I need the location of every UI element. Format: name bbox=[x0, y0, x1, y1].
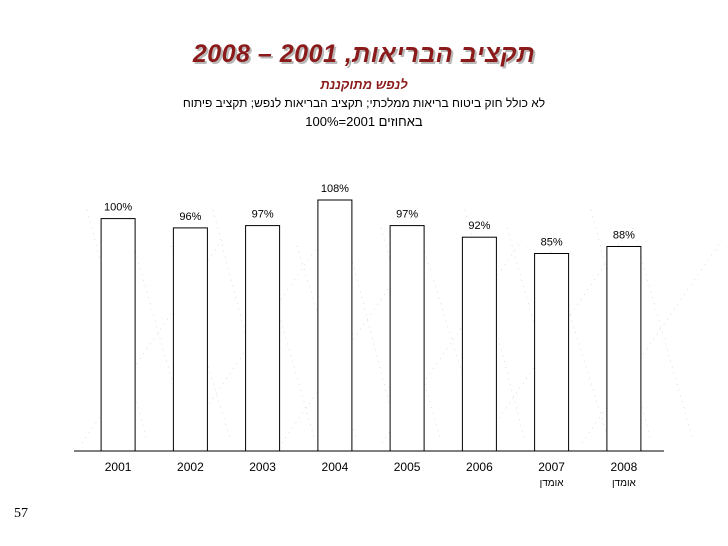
x-tick-2003: 2003 bbox=[249, 460, 276, 474]
x-tick-2005: 2005 bbox=[394, 460, 421, 474]
bar-2003 bbox=[245, 225, 281, 452]
bar-2007 bbox=[534, 253, 570, 452]
slide-number: 57 bbox=[14, 506, 28, 521]
x-sublabel-2007: אומדן bbox=[540, 478, 565, 489]
bar-2001 bbox=[100, 218, 136, 452]
x-tick-2007: 2007 bbox=[538, 460, 565, 474]
x-sublabel-2008: אומדן bbox=[612, 478, 637, 489]
data-label-2003: 97% bbox=[252, 209, 274, 221]
data-label-2006: 92% bbox=[468, 220, 490, 232]
data-label-2007: 85% bbox=[541, 237, 563, 249]
bar-2004 bbox=[317, 199, 353, 452]
bar-2002 bbox=[172, 227, 208, 452]
x-tick-2004: 2004 bbox=[322, 460, 349, 474]
x-tick-2002: 2002 bbox=[177, 460, 204, 474]
bar-2005 bbox=[389, 225, 425, 452]
bar-2008 bbox=[606, 246, 642, 452]
data-label-2001: 100% bbox=[104, 202, 132, 214]
chart-title: תקציב הבריאות, 2001 – 2008 bbox=[192, 40, 536, 68]
data-label-2004: 108% bbox=[321, 183, 349, 195]
x-tick-2001: 2001 bbox=[105, 460, 132, 474]
bar-2006 bbox=[461, 236, 497, 452]
chart-note: לא כולל חוק ביטוח בריאות ממלכתי; תקציב ה… bbox=[182, 96, 546, 110]
data-label-2002: 96% bbox=[179, 211, 201, 223]
chart-subtitle: לנפש מתוקננת bbox=[320, 77, 408, 92]
x-tick-2006: 2006 bbox=[466, 460, 493, 474]
x-tick-2008: 2008 bbox=[611, 460, 638, 474]
data-label-2005: 97% bbox=[396, 209, 418, 221]
data-label-2008: 88% bbox=[613, 230, 635, 242]
chart-basis: באחוזים 2001=100% bbox=[305, 114, 423, 129]
